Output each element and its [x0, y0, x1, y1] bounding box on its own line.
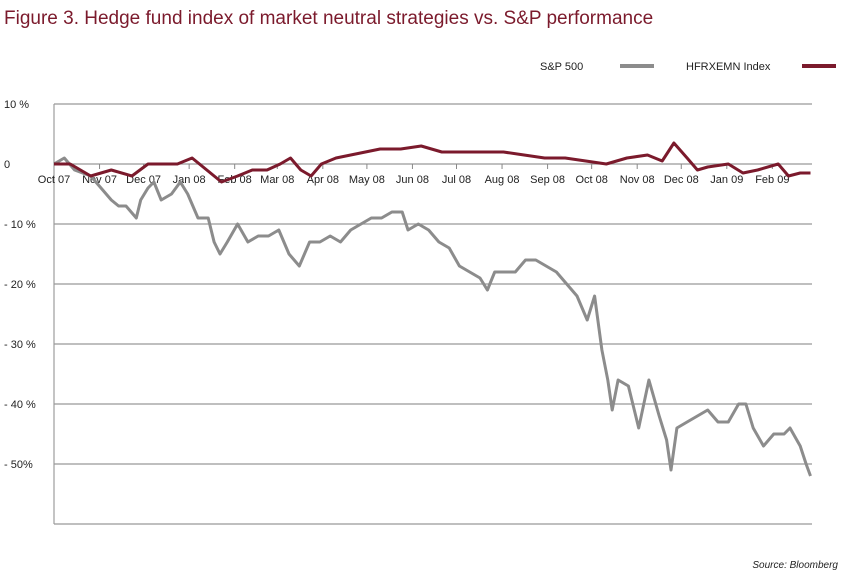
y-tick-label: - 20 % — [4, 279, 36, 291]
x-tick-label: Feb 09 — [755, 174, 789, 186]
source-note: Source: Bloomberg — [752, 560, 838, 571]
y-tick-label: - 40 % — [4, 399, 36, 411]
chart-title: Figure 3. Hedge fund index of market neu… — [4, 8, 653, 29]
series-line-hfrxemn — [54, 141, 811, 184]
legend-label-sp500: S&P 500 — [540, 61, 583, 73]
y-tick-label: 10 % — [4, 99, 29, 111]
x-tick-label: Sep 08 — [530, 174, 565, 186]
x-tick-label: Jan 09 — [710, 174, 743, 186]
legend: S&P 500 HFRXEMN Index — [540, 61, 836, 73]
y-tick-label: - 10 % — [4, 219, 36, 231]
x-tick-label: Jul 08 — [442, 174, 471, 186]
x-tick-label: Nov 08 — [620, 174, 655, 186]
x-tick-label: Oct 07 — [38, 174, 70, 186]
x-tick-label: Aug 08 — [485, 174, 520, 186]
x-tick-label: May 08 — [349, 174, 385, 186]
y-tick-label: - 30 % — [4, 339, 36, 351]
legend-label-hfrxemn: HFRXEMN Index — [686, 61, 771, 73]
x-tick-label: Oct 08 — [575, 174, 607, 186]
y-tick-label: 0 — [4, 159, 10, 171]
x-tick-label: Apr 08 — [307, 174, 339, 186]
x-tick-label: Jun 08 — [396, 174, 429, 186]
y-tick-label: - 50% — [4, 459, 33, 471]
x-tick-label: Mar 08 — [260, 174, 294, 186]
x-tick-label: Dec 08 — [664, 174, 699, 186]
x-tick-label: Feb 08 — [218, 174, 252, 186]
series-line-sp500 — [53, 156, 812, 477]
